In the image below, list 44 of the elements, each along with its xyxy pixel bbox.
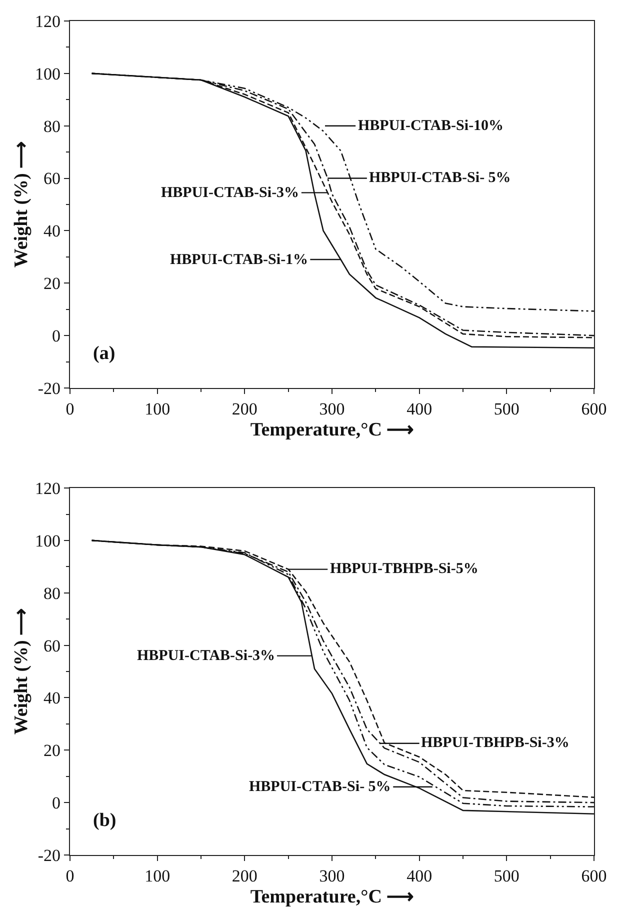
annotation: (b) [93,810,116,831]
y-tick-label: -20 [38,846,60,865]
y-tick-label: 60 [44,169,60,188]
y-tick-label: 80 [44,584,60,603]
annotation: HBPUI-CTAB-Si-3% [137,648,276,664]
y-tick-label: 120 [35,12,60,31]
y-axis-title: Weight (%) ⟶ [10,608,32,735]
x-tick-label: 300 [319,399,345,418]
annotation: HBPUI-CTAB-Si-1% [170,252,308,268]
y-axis-title: Weight (%) ⟶ [10,141,32,268]
x-tick-label: 400 [406,399,432,418]
x-tick-label: 600 [581,866,607,886]
x-tick-label: 100 [144,866,170,886]
y-tick-label: -20 [38,378,60,398]
annotation: HBPUI-TBHPB-Si-3% [421,735,570,751]
y-tick-label: 100 [35,64,60,84]
x-tick-label: 400 [406,866,432,886]
x-tick-label: 100 [144,399,170,418]
annotation: HBPUI-CTAB-Si-10% [358,118,504,134]
x-tick-label: 500 [494,399,520,418]
y-tick-label: 0 [52,794,60,813]
y-tick-label: 80 [44,116,60,136]
y-tick-label: 20 [44,274,60,294]
x-tick-label: 300 [319,866,345,886]
annotation: HBPUI-CTAB-Si- 5% [249,779,391,795]
annotation: HBPUI-CTAB-Si- 5% [369,170,511,186]
y-tick-label: 120 [35,478,60,498]
x-axis-title: Temperature,°C ⟶ [250,886,414,908]
x-axis-title: Temperature,°C ⟶ [250,419,414,440]
y-tick-label: 40 [44,222,60,241]
annotation: HBPUI-TBHPB-Si-5% [330,561,478,577]
x-tick-label: 500 [494,866,520,886]
y-tick-label: 40 [44,688,60,708]
x-tick-label: 0 [66,399,74,418]
x-tick-label: 200 [232,866,258,886]
x-tick-label: 600 [581,399,607,418]
y-tick-label: 0 [52,326,60,346]
x-tick-label: 200 [232,399,258,418]
annotation: (a) [93,343,116,364]
annotation: HBPUI-CTAB-Si-3% [161,185,300,201]
x-tick-label: 0 [66,866,74,886]
y-tick-label: 60 [44,636,60,656]
y-tick-label: 100 [35,531,60,550]
y-tick-label: 20 [44,741,60,760]
